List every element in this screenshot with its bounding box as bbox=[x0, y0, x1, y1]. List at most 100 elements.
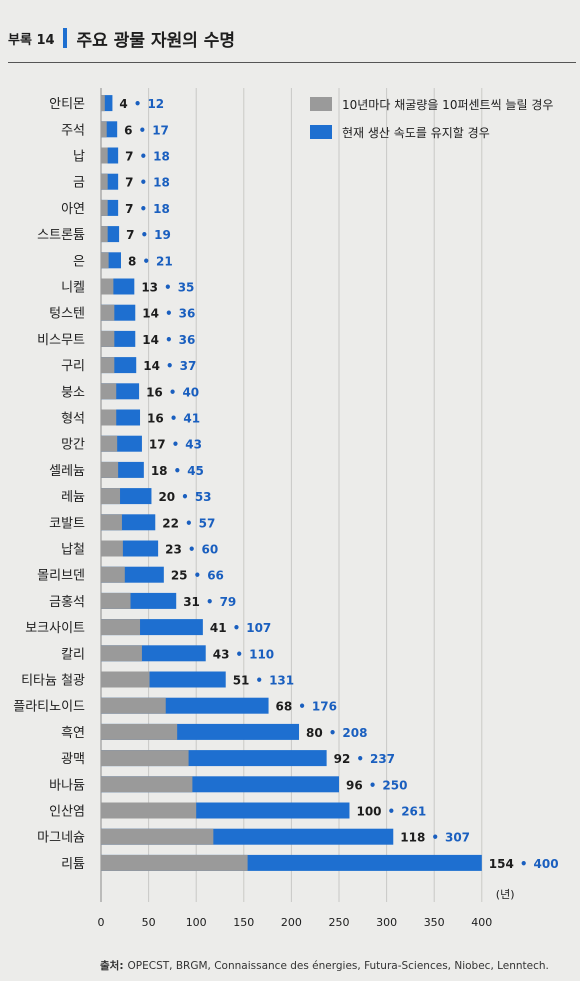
bar-increasing-rate bbox=[101, 802, 197, 819]
value-label: 23 • 60 bbox=[165, 543, 218, 557]
chart-bars bbox=[101, 95, 482, 871]
category-label: 은 bbox=[73, 254, 85, 269]
category-label: 흑연 bbox=[61, 726, 85, 741]
value-label-current: 36 bbox=[179, 307, 196, 321]
x-tick-label: 350 bbox=[424, 916, 445, 929]
value-label-increasing: 23 bbox=[165, 543, 182, 557]
value-label: 7 • 18 bbox=[125, 202, 170, 216]
value-label-current: 35 bbox=[178, 281, 195, 295]
value-label: 31 • 79 bbox=[183, 595, 236, 609]
value-label-increasing: 68 bbox=[276, 700, 293, 714]
value-label-separator: • bbox=[185, 516, 193, 530]
category-label: 납철 bbox=[61, 543, 85, 558]
value-label-increasing: 154 bbox=[489, 857, 514, 871]
value-label-current: 176 bbox=[312, 700, 337, 714]
source-text: OPECST, BRGM, Connaissance des énergies,… bbox=[127, 960, 549, 972]
x-tick-label: 200 bbox=[281, 916, 302, 929]
value-label-current: 18 bbox=[153, 202, 170, 216]
category-label: 붕소 bbox=[61, 385, 85, 400]
bar-increasing-rate bbox=[101, 304, 115, 321]
header-accent-bar bbox=[62, 28, 67, 48]
category-label: 인산염 bbox=[49, 805, 85, 820]
value-label-current: 17 bbox=[152, 123, 169, 137]
value-label-current: 66 bbox=[207, 569, 224, 583]
value-label-separator: • bbox=[139, 123, 147, 137]
bar-increasing-rate bbox=[101, 357, 115, 374]
value-label-separator: • bbox=[166, 359, 174, 373]
x-tick-label: 100 bbox=[186, 916, 207, 929]
value-label: 51 • 131 bbox=[233, 674, 294, 688]
value-label-increasing: 25 bbox=[171, 569, 188, 583]
legend-label-current: 현재 생산 속도를 유지할 경우 bbox=[342, 126, 490, 140]
value-label: 14 • 36 bbox=[142, 333, 195, 347]
value-label-separator: • bbox=[206, 595, 214, 609]
value-label-increasing: 8 bbox=[128, 254, 136, 268]
appendix-label: 부록 14 bbox=[8, 32, 55, 48]
value-label-current: 21 bbox=[156, 254, 173, 268]
value-label-current: 37 bbox=[180, 359, 197, 373]
bar-increasing-rate bbox=[101, 828, 214, 845]
x-tick-label: 400 bbox=[471, 916, 492, 929]
value-label: 16 • 41 bbox=[147, 412, 200, 426]
value-label: 6 • 17 bbox=[124, 123, 169, 137]
category-label: 금홍석 bbox=[49, 595, 85, 610]
source-note: 출처: OPECST, BRGM, Connaissance des énergi… bbox=[100, 958, 549, 973]
value-label-increasing: 96 bbox=[346, 778, 363, 792]
category-label: 납 bbox=[73, 150, 85, 165]
bar-increasing-rate bbox=[101, 776, 193, 793]
value-label-current: 208 bbox=[342, 726, 367, 740]
value-label: 7 • 18 bbox=[125, 176, 170, 190]
legend-swatch-increasing bbox=[310, 97, 332, 111]
bar-increasing-rate bbox=[101, 540, 123, 557]
x-tick-label: 50 bbox=[142, 916, 156, 929]
value-label-current: 40 bbox=[182, 385, 199, 399]
category-label: 마그네슘 bbox=[37, 831, 85, 846]
value-label-current: 36 bbox=[179, 333, 196, 347]
bar-increasing-rate bbox=[101, 514, 122, 531]
value-label-separator: • bbox=[165, 333, 173, 347]
bar-current-rate bbox=[101, 95, 113, 112]
value-label-separator: • bbox=[140, 228, 148, 242]
value-label: 8 • 21 bbox=[128, 254, 173, 268]
category-label: 셀레늄 bbox=[49, 464, 85, 479]
value-label: 13 • 35 bbox=[141, 281, 194, 295]
category-label: 코발트 bbox=[49, 516, 85, 531]
value-label-current: 250 bbox=[382, 778, 407, 792]
page-title: 주요 광물 자원의 수명 bbox=[76, 30, 236, 51]
value-label-current: 19 bbox=[154, 228, 171, 242]
category-label: 티타늄 철광 bbox=[21, 674, 85, 689]
value-label-increasing: 20 bbox=[158, 490, 175, 504]
value-label-separator: • bbox=[142, 254, 150, 268]
value-label-current: 18 bbox=[153, 150, 170, 164]
value-label-separator: • bbox=[329, 726, 337, 740]
value-label-current: 57 bbox=[199, 516, 216, 530]
bar-increasing-rate bbox=[101, 147, 108, 164]
value-label-current: 400 bbox=[534, 857, 559, 871]
category-label: 안티몬 bbox=[49, 97, 85, 112]
value-label: 7 • 19 bbox=[126, 228, 171, 242]
value-label-increasing: 7 bbox=[125, 202, 133, 216]
value-label-increasing: 7 bbox=[125, 176, 133, 190]
value-label-current: 107 bbox=[246, 621, 271, 635]
value-label-current: 41 bbox=[183, 412, 200, 426]
bar-increasing-rate bbox=[101, 435, 118, 452]
category-label: 플라티노이드 bbox=[13, 700, 85, 715]
category-label: 리튬 bbox=[61, 857, 85, 872]
bar-increasing-rate bbox=[101, 226, 108, 243]
category-label: 텅스텐 bbox=[49, 307, 85, 322]
bar-increasing-rate bbox=[101, 409, 117, 426]
value-label: 154 • 400 bbox=[489, 857, 559, 871]
value-label-separator: • bbox=[188, 543, 196, 557]
value-label-current: 12 bbox=[147, 97, 164, 111]
value-label: 25 • 66 bbox=[171, 569, 224, 583]
value-label-separator: • bbox=[194, 569, 202, 583]
value-label-increasing: 13 bbox=[141, 281, 158, 295]
category-label: 주석 bbox=[61, 123, 85, 138]
value-label: 22 • 57 bbox=[162, 516, 215, 530]
value-label-current: 307 bbox=[445, 831, 470, 845]
value-label-separator: • bbox=[233, 621, 241, 635]
x-tick-label: 0 bbox=[98, 916, 105, 929]
value-label-increasing: 43 bbox=[213, 647, 230, 661]
